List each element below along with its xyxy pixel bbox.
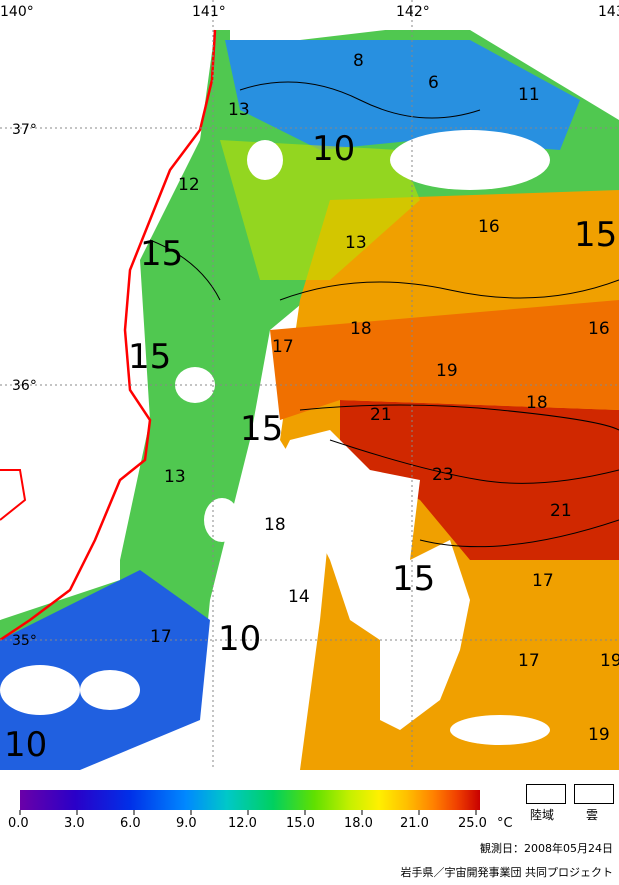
iso-label: 19 [600, 651, 619, 671]
cloud-cover [0, 0, 619, 745]
isotherm-labels: 8 6 11 13 10 12 15 13 16 15 16 15 17 18 … [4, 51, 619, 765]
colorbar-tick: 3.0 [64, 816, 85, 831]
colorbar-tick: 0.0 [8, 816, 29, 831]
colorbar-tick: 15.0 [286, 816, 315, 831]
land-key-swatch [526, 784, 566, 804]
iso-label: 15 [574, 215, 617, 255]
iso-label: 11 [518, 85, 540, 105]
colorbar-tick: 18.0 [344, 816, 373, 831]
iso-label: 16 [588, 319, 610, 339]
north-cold-zone [225, 40, 580, 150]
iso-label: 17 [518, 651, 540, 671]
colorbar-tick: 12.0 [228, 816, 257, 831]
iso-label: 14 [288, 587, 310, 607]
lat-tick-35: 35° [12, 633, 37, 649]
south-cool-zone [0, 570, 210, 770]
colorbar-tick: 9.0 [176, 816, 197, 831]
iso-label: 17 [532, 571, 554, 591]
iso-label: 15 [392, 559, 435, 599]
iso-label: 13 [228, 100, 250, 120]
iso-label: 17 [150, 627, 172, 647]
cloud-key-label: 雲 [586, 808, 599, 822]
iso-label: 23 [432, 465, 454, 485]
cloud-key-swatch [574, 784, 614, 804]
land-key-label: 陸域 [530, 808, 555, 822]
iso-label: 19 [436, 361, 458, 381]
colorbar-gradient [20, 790, 480, 810]
legend [0, 770, 619, 881]
iso-label: 8 [353, 51, 364, 71]
iso-label: 10 [312, 129, 355, 169]
iso-label: 18 [526, 393, 548, 413]
coastline [0, 29, 217, 642]
iso-label: 13 [164, 467, 186, 487]
colorbar-tick: 6.0 [120, 816, 141, 831]
iso-label: 17 [272, 337, 294, 357]
lat-tick-37: 37° [12, 122, 37, 138]
colorbar-tick: 21.0 [400, 816, 429, 831]
credit-line: 岩手県／宇宙開発事業団 共同プロジェクト [400, 866, 614, 879]
iso-label: 21 [550, 501, 572, 521]
lon-tick-141: 141° [192, 4, 226, 20]
iso-label: 18 [350, 319, 372, 339]
colorbar [19, 790, 480, 815]
lat-tick-36: 36° [12, 378, 37, 394]
iso-label: 15 [128, 337, 171, 377]
iso-label: 21 [370, 405, 392, 425]
colorbar-tick: 25.0 [458, 816, 487, 831]
coastline-bay [0, 469, 27, 521]
iso-label: 16 [478, 217, 500, 237]
iso-label: 19 [588, 725, 610, 745]
iso-label: 18 [264, 515, 286, 535]
iso-label: 10 [218, 619, 261, 659]
iso-label: 12 [178, 175, 200, 195]
midwarm-zone [270, 300, 619, 420]
lon-tick-140: 140° [0, 4, 34, 20]
iso-label: 10 [4, 725, 47, 765]
iso-label: 6 [428, 73, 439, 93]
isotherm-lines [149, 81, 619, 548]
graticule [0, 0, 619, 770]
iso-label: 13 [345, 233, 367, 253]
lon-tick-143: 143° [598, 4, 619, 20]
iso-label: 15 [140, 234, 183, 274]
colorbar-unit: °C [497, 816, 513, 831]
observation-date: 観測日：2008年05月24日 [480, 842, 613, 855]
iso-label: 15 [240, 409, 283, 449]
sst-map: 140° 141° 142° 143° 37° 36° 35° 8 6 11 1… [0, 0, 619, 770]
lon-tick-142: 142° [396, 4, 430, 20]
